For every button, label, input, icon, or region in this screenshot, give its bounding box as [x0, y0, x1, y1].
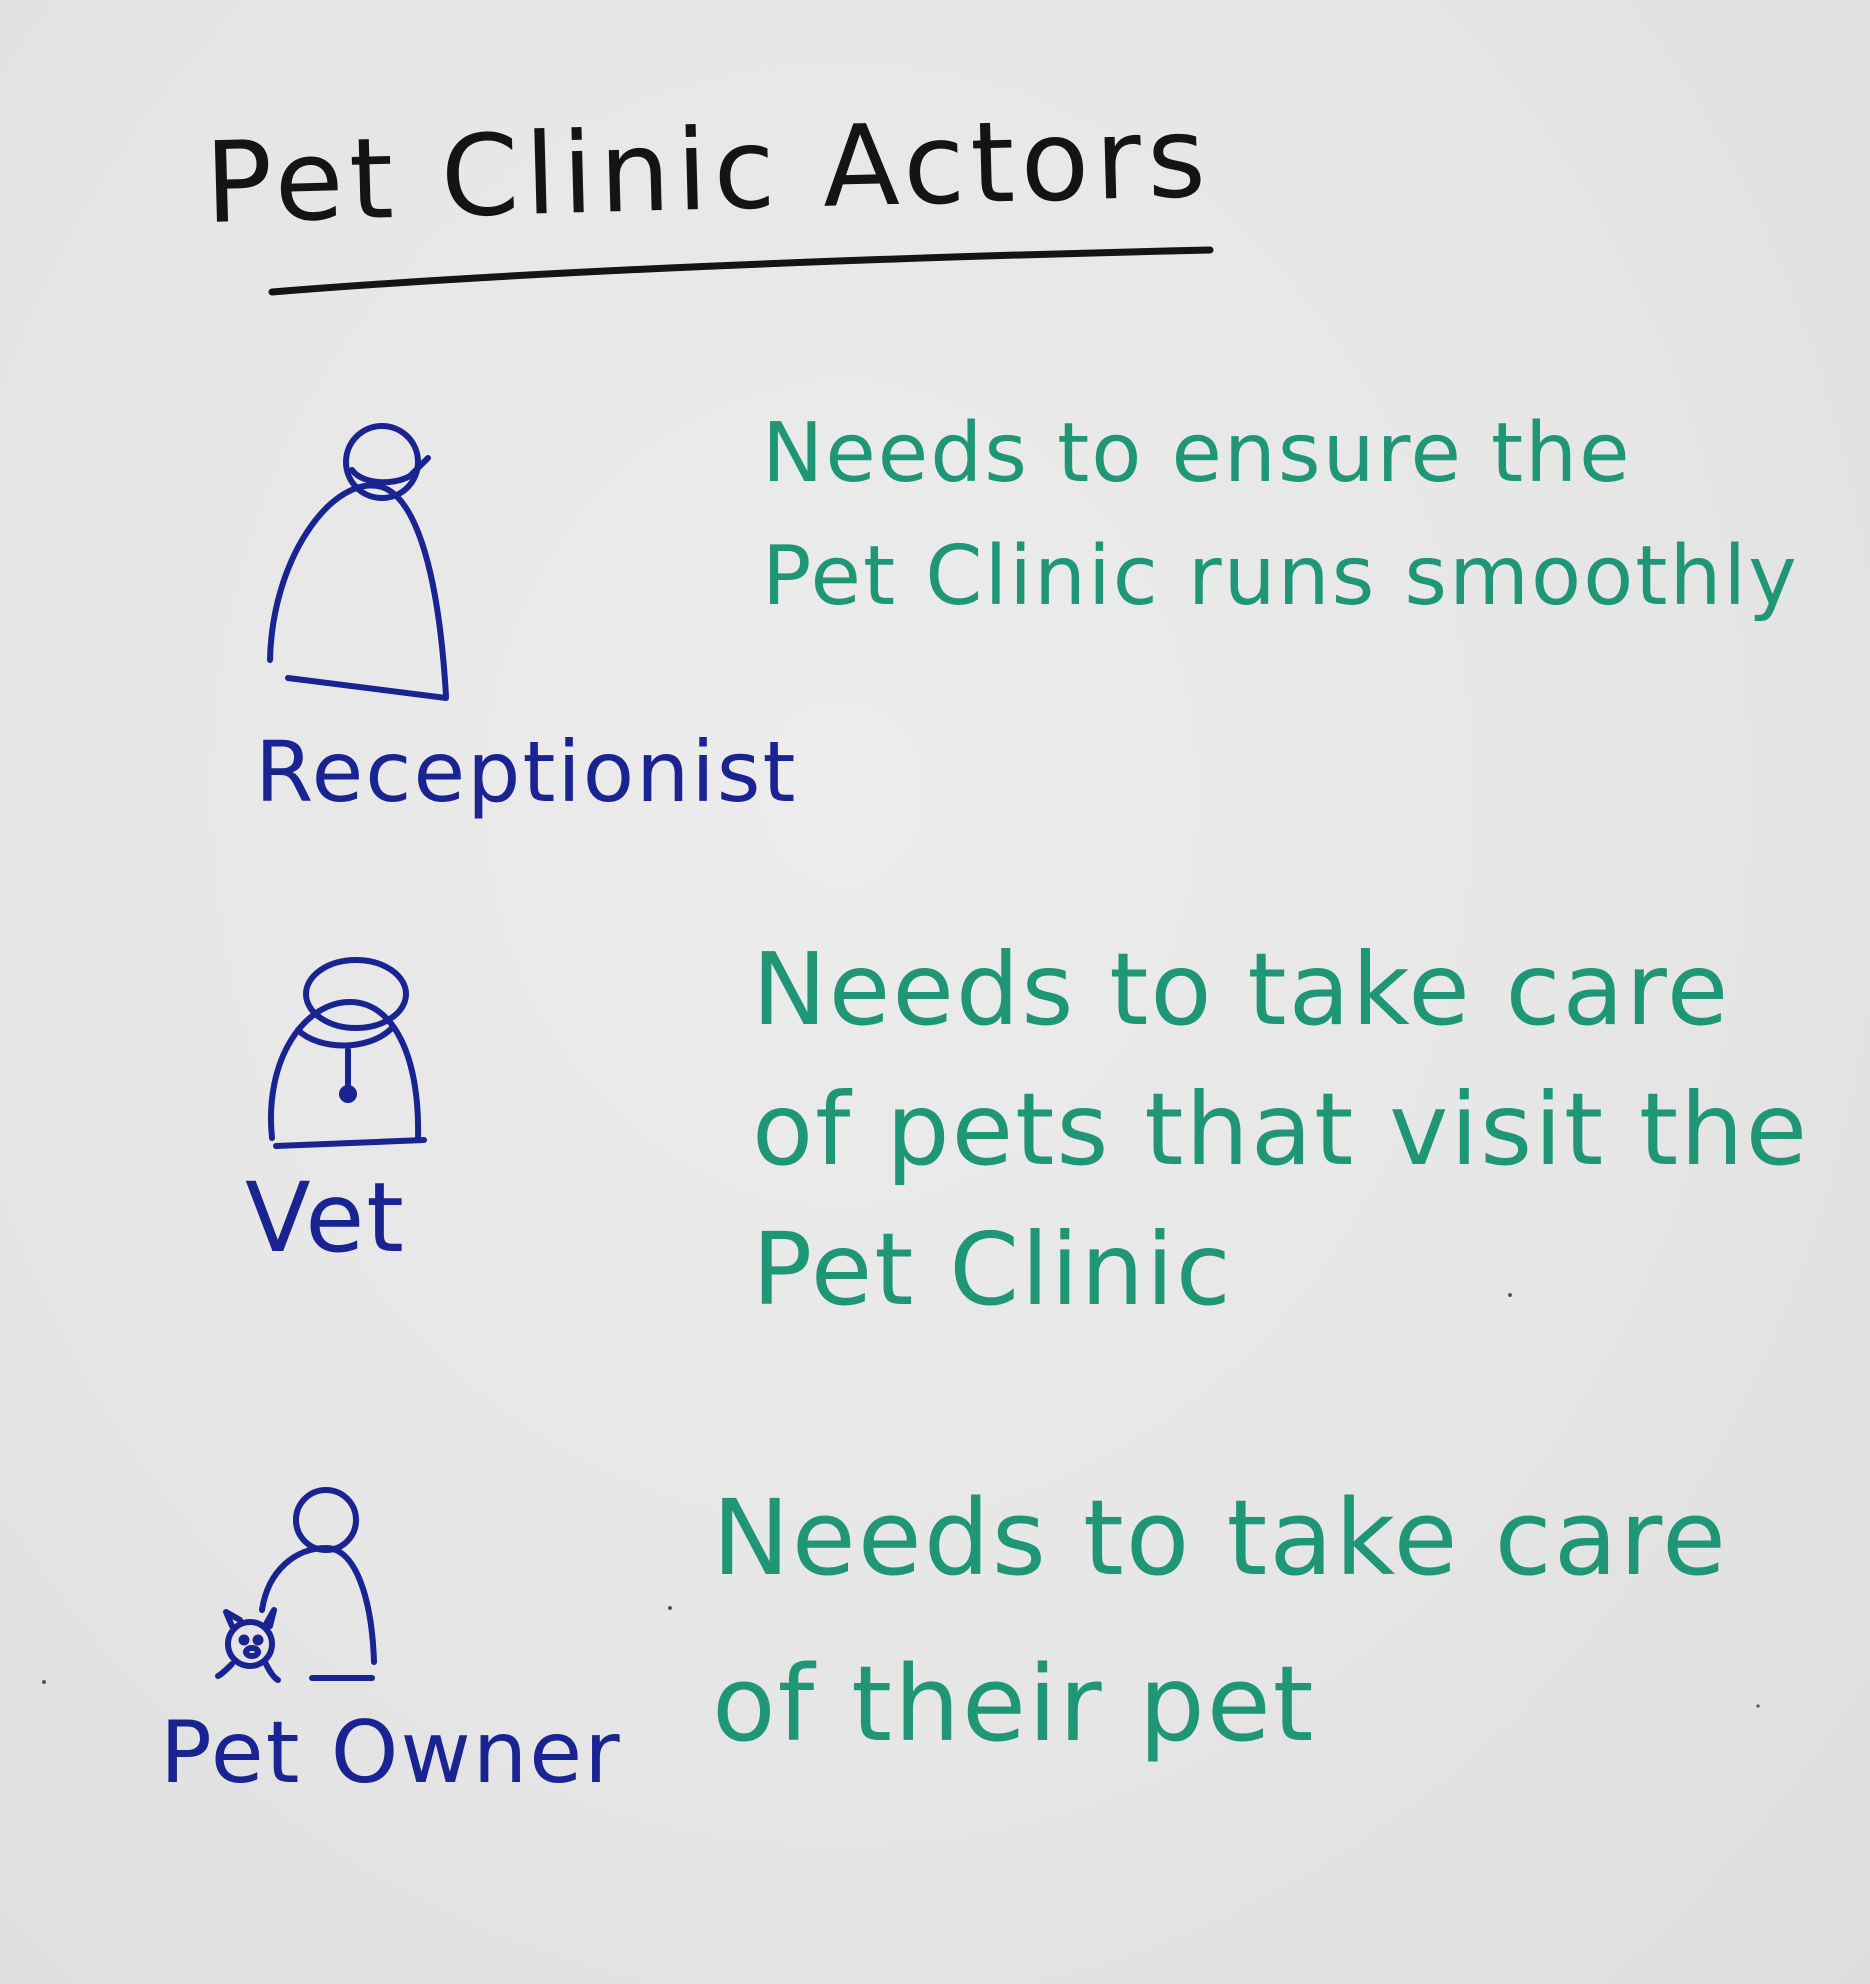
- marker-specks: [42, 1135, 1760, 1708]
- pet-owner-figure-icon: [215, 1487, 377, 1683]
- need-line: Needs to ensure the: [762, 406, 1632, 501]
- vet-figure-icon: [268, 957, 427, 1149]
- need-line: of pets that visit the: [752, 1071, 1810, 1188]
- actor-label-pet-owner: Pet Owner: [160, 1703, 622, 1803]
- actor-label-vet: Vet: [245, 1162, 406, 1274]
- need-line: Pet Clinic runs smoothly: [762, 529, 1799, 624]
- receptionist-figure-icon: [267, 423, 449, 701]
- page-title: Pet Clinic Actors: [203, 92, 1214, 249]
- actor-label-receptionist: Receptionist: [255, 723, 798, 821]
- need-pet-owner: Needs to take care of their pet: [712, 1455, 1728, 1788]
- need-receptionist: Needs to ensure the Pet Clinic runs smoo…: [762, 392, 1799, 638]
- need-vet: Needs to take care of pets that visit th…: [752, 920, 1809, 1340]
- need-line: of their pet: [712, 1643, 1316, 1766]
- title-underline: [268, 246, 1214, 296]
- need-line: Pet Clinic: [752, 1211, 1233, 1328]
- need-line: Needs to take care: [752, 931, 1731, 1048]
- need-line: Needs to take care: [712, 1477, 1728, 1599]
